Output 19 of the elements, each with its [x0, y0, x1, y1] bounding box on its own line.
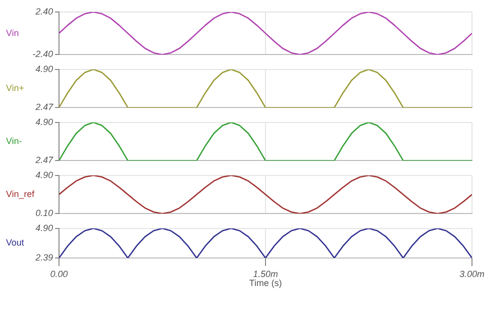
y-tick-label: -2.40 — [32, 49, 53, 60]
x-tick-label: 1.50m — [252, 268, 279, 279]
y-tick-label: 0.10 — [35, 208, 53, 218]
x-tick-label: 3.00m — [459, 268, 486, 279]
y-axis-title: Vin — [6, 28, 19, 38]
y-tick-label: 4.90 — [35, 170, 53, 180]
y-tick-label: 4.90 — [35, 64, 53, 74]
x-axis-title: Time (s) — [249, 278, 282, 288]
y-tick-label: 2.47 — [34, 102, 54, 112]
y-axis-title: Vin_ref — [6, 188, 35, 199]
y-tick-label: 2.47 — [34, 155, 54, 166]
y-tick-label: 2.40 — [34, 6, 53, 16]
y-tick-label: 4.90 — [35, 116, 53, 127]
y-axis-title: Vout — [6, 238, 25, 248]
y-tick-label: 4.90 — [35, 222, 53, 233]
y-tick-label: 2.39 — [34, 252, 53, 262]
y-axis-title: Vin+ — [6, 82, 24, 93]
x-tick-label: 0.00 — [50, 268, 68, 279]
y-axis-title: Vin- — [6, 136, 22, 146]
